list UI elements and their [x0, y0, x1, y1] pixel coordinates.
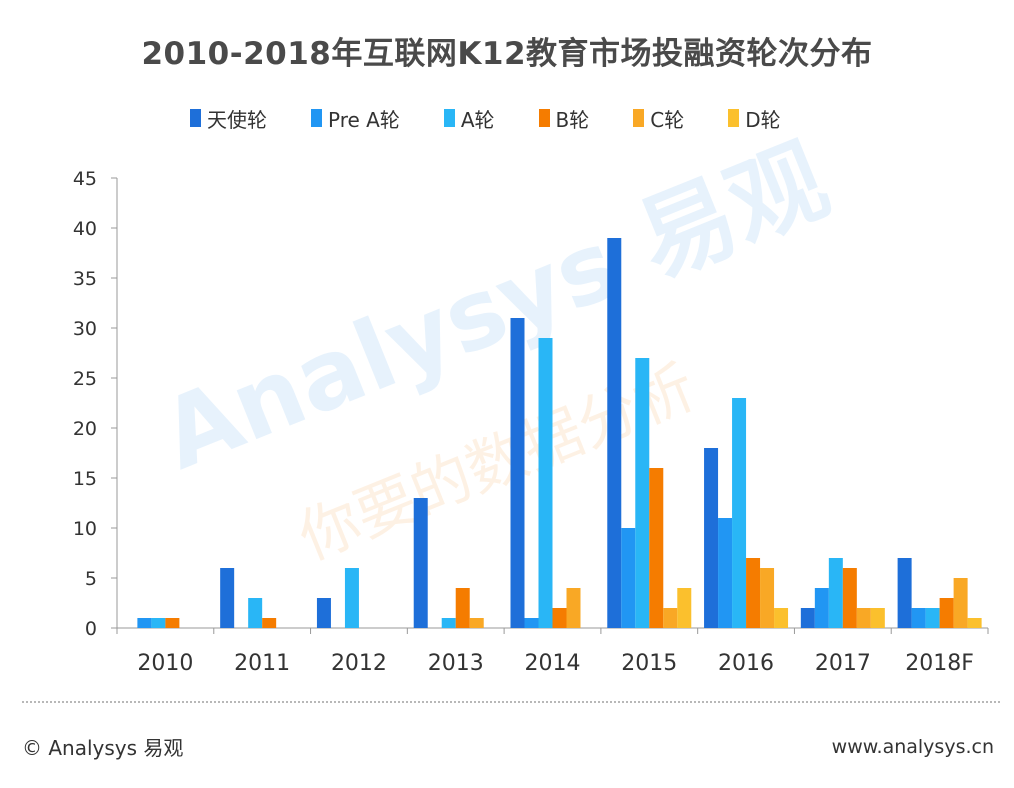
bar: [413, 498, 428, 628]
bar: [510, 318, 525, 628]
bar: [663, 608, 678, 628]
bar: [939, 598, 954, 628]
chart-title: 2010-2018年互联网K12教育市场投融资轮次分布: [141, 36, 873, 72]
legend-item: Pre A轮: [311, 104, 400, 133]
bar: [856, 608, 871, 628]
x-tick-label: 2018F: [905, 651, 974, 676]
bar: [704, 448, 719, 628]
bar: [842, 568, 857, 628]
bar: [746, 558, 761, 628]
bar: [316, 598, 331, 628]
x-tick-label: 2013: [428, 651, 484, 676]
y-tick-label: 20: [73, 418, 97, 440]
bar: [248, 598, 263, 628]
y-tick-label: 45: [73, 168, 97, 190]
bar: [828, 558, 843, 628]
chart-legend: 天使轮 Pre A轮 A轮 B轮 C轮 D轮: [190, 104, 825, 132]
legend-item: 天使轮: [190, 104, 267, 133]
legend-label: B轮: [555, 107, 590, 132]
bar: [718, 518, 733, 628]
footer-copyright: © Analysys 易观: [22, 736, 184, 760]
footer-divider: [22, 701, 1000, 703]
y-tick-label: 40: [73, 218, 97, 240]
bar: [760, 568, 775, 628]
bar: [925, 608, 940, 628]
bar: [344, 568, 359, 628]
bar: [967, 618, 982, 628]
y-tick-label: 5: [85, 568, 97, 590]
x-tick-label: 2011: [234, 651, 290, 676]
legend-swatch: [190, 109, 201, 127]
legend-swatch: [633, 109, 645, 127]
bar: [455, 588, 470, 628]
bar-chart: Analysys 易观 你要的数据分析 05101520253035404520…: [73, 123, 989, 676]
x-tick-label: 2017: [815, 651, 871, 676]
bar: [732, 398, 747, 628]
x-tick-label: 2014: [525, 651, 581, 676]
y-tick-label: 25: [73, 368, 97, 390]
bar: [677, 588, 692, 628]
y-tick-label: 35: [73, 268, 97, 290]
x-tick-label: 2010: [137, 651, 193, 676]
bar: [469, 618, 484, 628]
x-tick-label: 2016: [718, 651, 774, 676]
bar: [635, 358, 650, 628]
bar: [538, 338, 553, 628]
legend-label: C轮: [650, 107, 685, 132]
legend-swatch: [443, 109, 455, 127]
legend-item: B轮: [538, 104, 590, 133]
x-tick-label: 2012: [331, 651, 387, 676]
bar: [552, 608, 567, 628]
legend-item: C轮: [633, 104, 684, 133]
legend-label: A轮: [460, 107, 495, 132]
legend-swatch: [538, 109, 550, 127]
bar: [607, 238, 622, 628]
legend-item: D轮: [728, 104, 781, 133]
bar: [165, 618, 180, 628]
x-tick-label: 2015: [621, 651, 677, 676]
bar: [621, 528, 636, 628]
legend-swatch: [311, 109, 322, 127]
bar: [566, 588, 581, 628]
bar: [814, 588, 829, 628]
bar: [897, 558, 912, 628]
y-tick-label: 15: [73, 468, 97, 490]
bar: [800, 608, 815, 628]
bar: [220, 568, 235, 628]
chart-labels: 0 5 10 15 20 25 30 35 40 45 2010 2011 2012 2013 2014 20…: [73, 168, 974, 676]
bar: [870, 608, 885, 628]
bar: [911, 608, 926, 628]
y-tick-label: 10: [73, 518, 97, 540]
bar: [137, 618, 152, 628]
chart-bars: [137, 238, 982, 628]
y-tick-label: 30: [73, 318, 97, 340]
bar: [649, 468, 664, 628]
bar: [151, 618, 166, 628]
legend-label: 天使轮: [207, 107, 267, 132]
bar: [441, 618, 456, 628]
bar: [524, 618, 539, 628]
legend-item: A轮: [443, 104, 495, 133]
legend-label: Pre A轮: [328, 107, 400, 132]
legend-swatch: [728, 109, 740, 127]
bar: [262, 618, 277, 628]
bar: [774, 608, 789, 628]
y-tick-label: 0: [85, 618, 97, 640]
legend-label: D轮: [745, 107, 781, 132]
bar: [953, 578, 968, 628]
footer-website: www.analysys.cn: [831, 736, 994, 758]
